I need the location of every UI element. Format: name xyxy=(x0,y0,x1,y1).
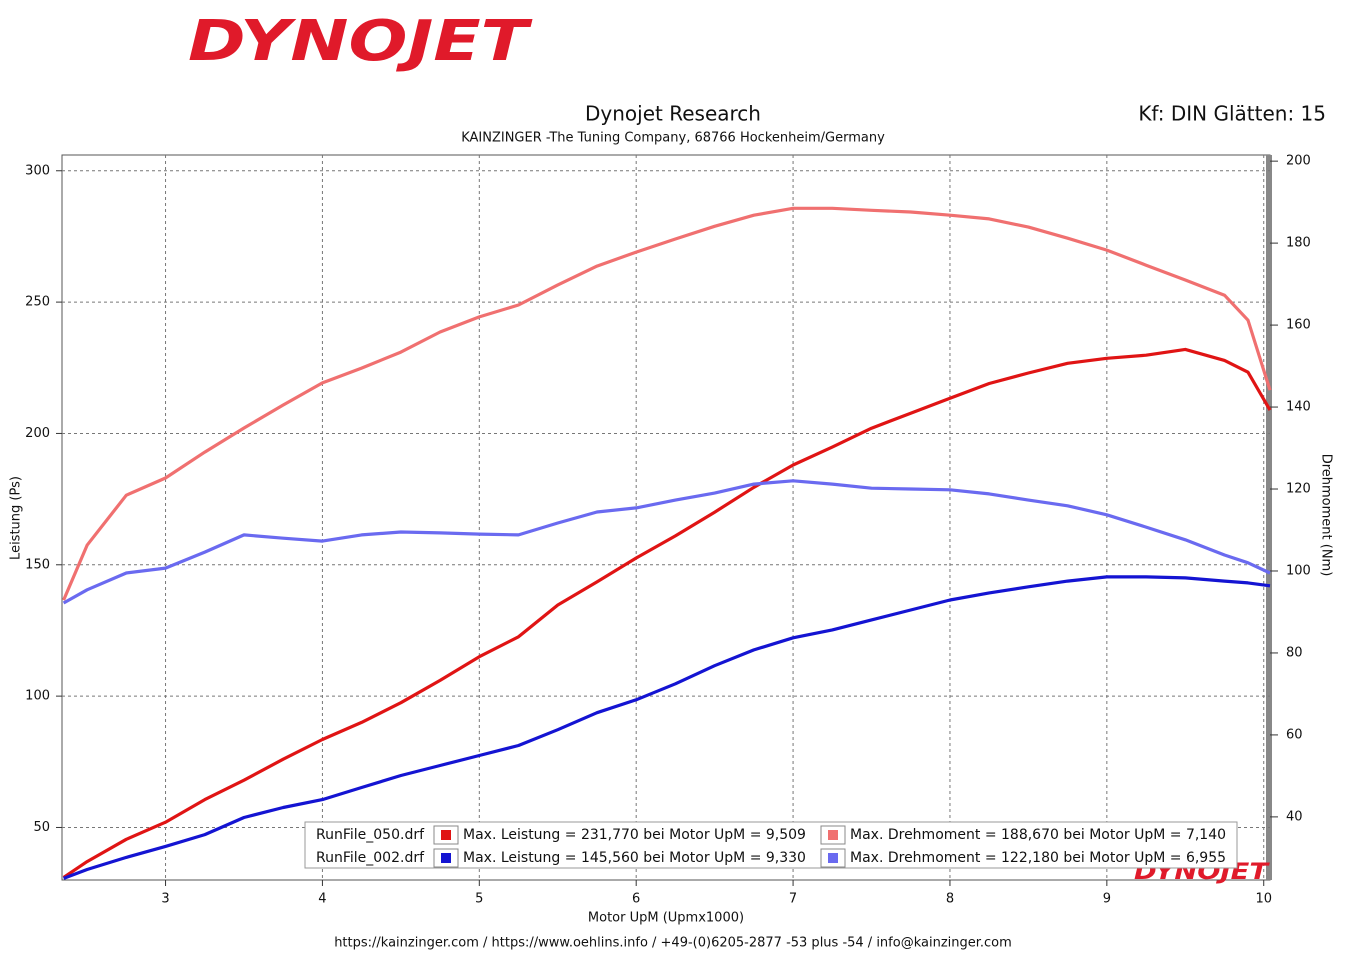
y-tick-label: 300 xyxy=(25,163,50,178)
right-axis-bar xyxy=(1266,155,1272,880)
y2-tick-label: 200 xyxy=(1286,154,1311,169)
x-tick-label: 6 xyxy=(632,892,640,907)
y-tick-label: 150 xyxy=(25,557,50,572)
y-tick-label: 250 xyxy=(25,295,50,310)
legend-label: Max. Drehmoment = 122,180 bei Motor UpM … xyxy=(850,850,1226,866)
y2-tick-label: 80 xyxy=(1286,645,1303,660)
lines xyxy=(62,206,1272,880)
legend-swatch xyxy=(441,853,451,863)
y2-axis-label: Drehmoment (Nm) xyxy=(1319,454,1334,577)
y2-tick-label: 40 xyxy=(1286,809,1303,824)
legend-box xyxy=(304,821,1238,869)
logo: DYNOJET xyxy=(188,9,533,74)
x-axis-label: Motor UpM (Upmx1000) xyxy=(588,911,744,926)
series-line xyxy=(62,347,1272,879)
grid: 3 4 5 6 7 8 9 10 50 100 150 200 250 300 40 60 80 100 120 14… xyxy=(25,154,1311,907)
y2-tick-label: 120 xyxy=(1286,482,1311,497)
y2-tick-label: 180 xyxy=(1286,236,1311,251)
legend-swatch xyxy=(828,830,838,840)
legend-swatch xyxy=(828,853,838,863)
y-tick-label: 50 xyxy=(33,820,50,835)
x-tick-label: 3 xyxy=(161,892,169,907)
y2-tick-label: 140 xyxy=(1286,400,1311,415)
x-tick-label: 8 xyxy=(946,892,954,907)
legend: RunFile_050.drf RunFile_002.drf Max. Leist… xyxy=(304,821,1238,869)
y2-tick-label: 100 xyxy=(1286,563,1311,578)
legend-label: Max. Leistung = 231,770 bei Motor UpM = … xyxy=(463,827,806,843)
series-line xyxy=(62,479,1271,605)
footer: https://kainzinger.com / https://www.oeh… xyxy=(334,936,1012,951)
y-tick-label: 200 xyxy=(25,426,50,441)
series-line xyxy=(63,575,1271,880)
x-tick-label: 4 xyxy=(318,892,326,907)
legend-label: Max. Drehmoment = 188,670 bei Motor UpM … xyxy=(850,827,1226,843)
x-tick-label: 5 xyxy=(475,892,483,907)
legend-label: Max. Leistung = 145,560 bei Motor UpM = … xyxy=(463,850,806,866)
legend-run: RunFile_050.drf xyxy=(316,827,425,843)
chart-subtitle: KAINZINGER -The Tuning Company, 68766 Ho… xyxy=(461,131,885,146)
x-tick-label: 9 xyxy=(1103,892,1111,907)
chart-title: Dynojet Research xyxy=(585,102,761,126)
series-line xyxy=(62,206,1272,601)
y2-tick-label: 60 xyxy=(1286,727,1303,742)
x-tick-label: 7 xyxy=(789,892,797,907)
settings: Kf: DIN Glätten: 15 xyxy=(1138,102,1326,126)
y-axis-label: Leistung (Ps) xyxy=(9,476,24,560)
plot-area xyxy=(61,154,1271,881)
x-tick-label: 10 xyxy=(1255,892,1272,907)
legend-swatch xyxy=(441,830,451,840)
y-tick-label: 100 xyxy=(25,689,50,704)
y2-tick-label: 160 xyxy=(1286,318,1311,333)
legend-run: RunFile_002.drf xyxy=(316,850,425,866)
